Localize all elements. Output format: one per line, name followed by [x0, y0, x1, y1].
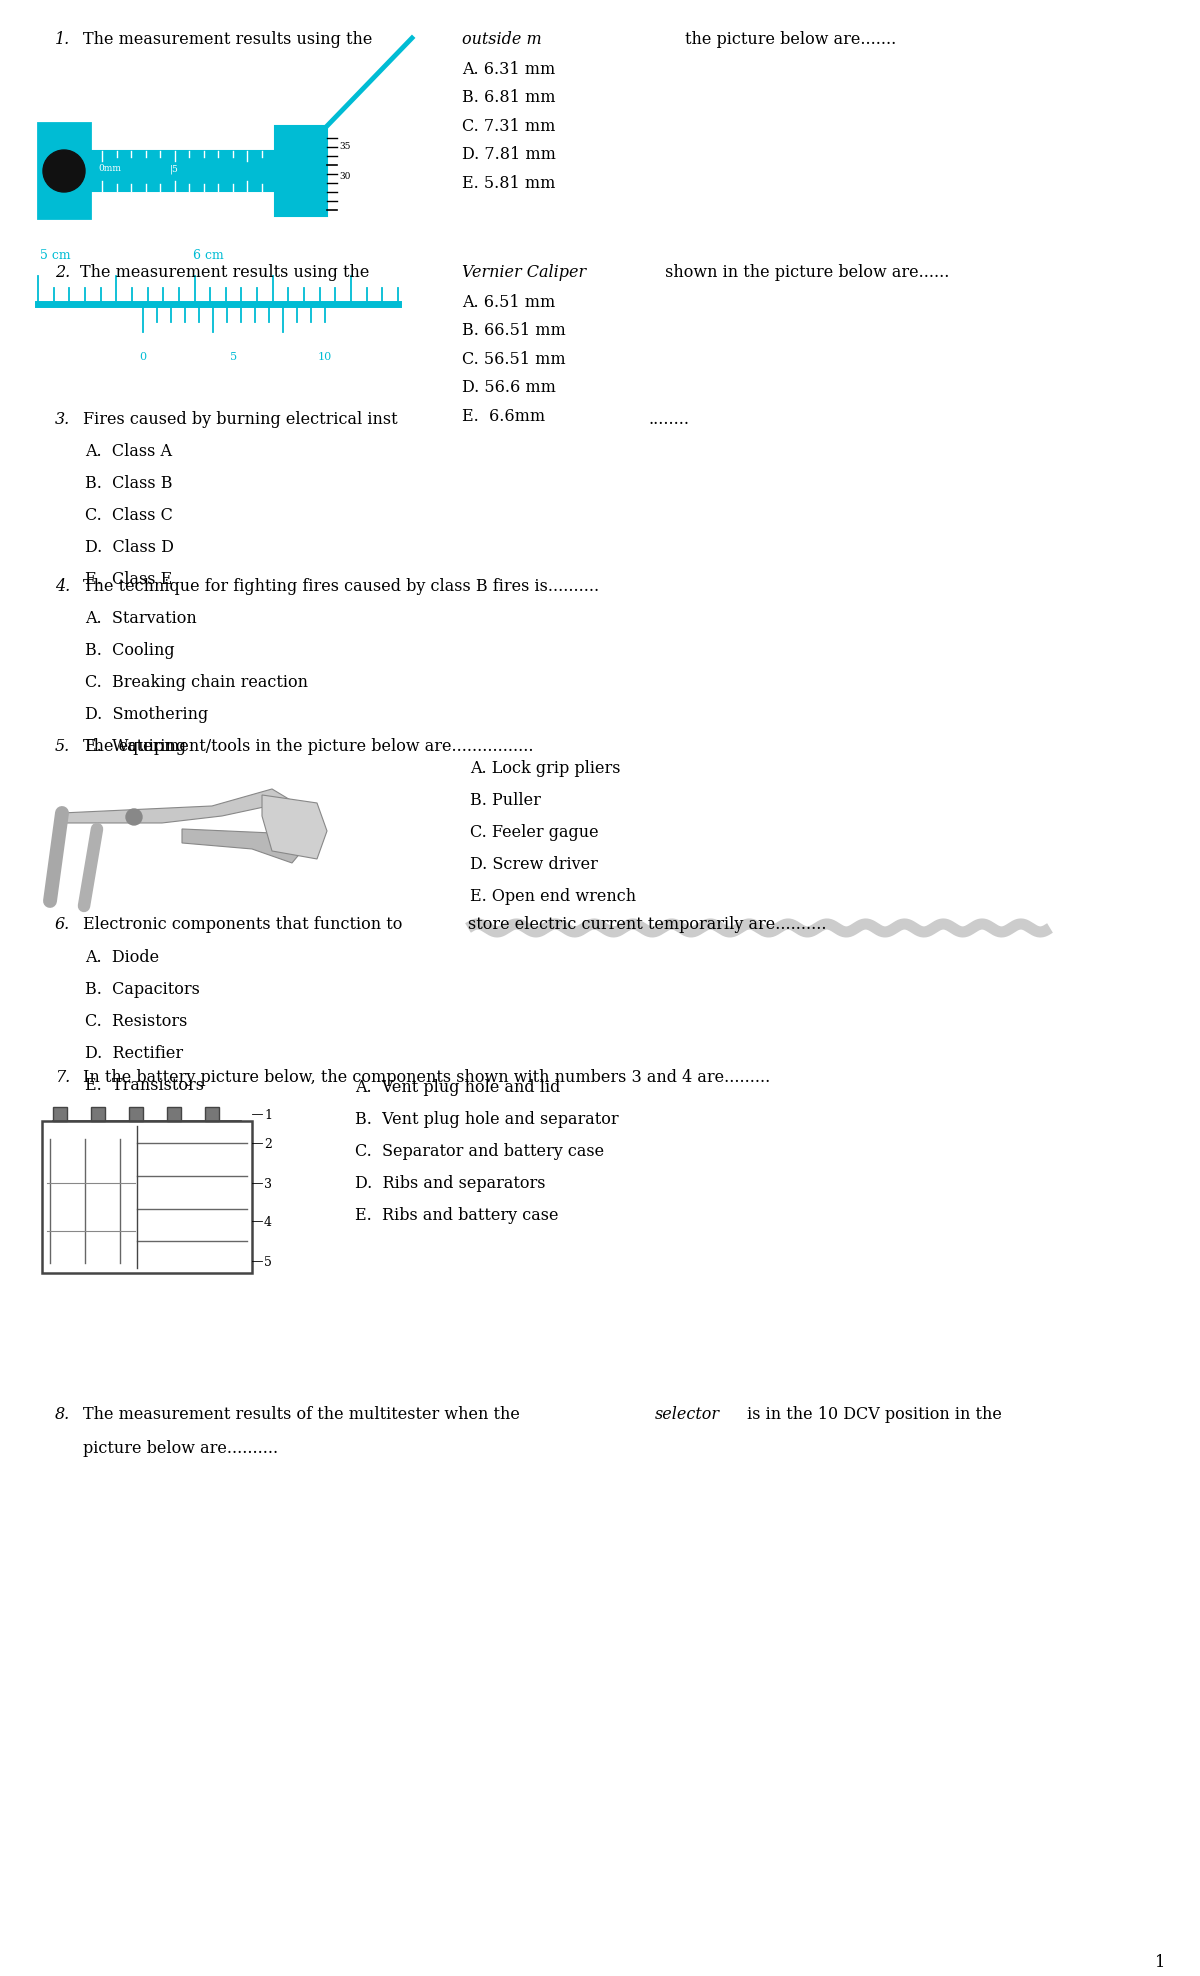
Text: B.  Capacitors: B. Capacitors [85, 980, 200, 998]
Text: B. 66.51 mm: B. 66.51 mm [462, 322, 565, 340]
Bar [167, 1107, 181, 1120]
Text: E.  Watering: E. Watering [85, 737, 186, 755]
Text: 35: 35 [340, 142, 350, 152]
Text: 4.: 4. [55, 579, 71, 595]
Polygon shape [182, 830, 302, 864]
Text: 2.: 2. [55, 265, 71, 281]
Text: C.  Separator and battery case: C. Separator and battery case [355, 1142, 604, 1160]
Text: B.  Cooling: B. Cooling [85, 642, 175, 658]
Text: picture below are..........: picture below are.......... [83, 1441, 278, 1456]
Text: 30: 30 [340, 172, 350, 182]
Text: selector: selector [655, 1407, 720, 1423]
Bar [275, 126, 326, 215]
Text: 1.: 1. [55, 32, 71, 47]
Text: ........: ........ [648, 411, 689, 429]
Text: A.  Diode: A. Diode [85, 948, 160, 966]
Bar [38, 123, 90, 219]
Text: A.  Starvation: A. Starvation [85, 611, 197, 626]
Text: E.  Ribs and battery case: E. Ribs and battery case [355, 1207, 558, 1223]
Text: 6.: 6. [55, 917, 71, 933]
Text: B. 6.81 mm: B. 6.81 mm [462, 89, 556, 107]
Text: The technique for fighting fires caused by class B fires is..........: The technique for fighting fires caused … [83, 579, 599, 595]
Circle shape [43, 150, 85, 192]
Text: The measurement results using the: The measurement results using the [80, 265, 374, 281]
Text: D. 56.6 mm: D. 56.6 mm [462, 379, 556, 397]
Text: C.  Class C: C. Class C [85, 508, 173, 524]
Text: Electronic components that function to: Electronic components that function to [83, 917, 408, 933]
Text: C.  Resistors: C. Resistors [85, 1014, 187, 1029]
Text: is in the 10 DCV position in the: is in the 10 DCV position in the [742, 1407, 1002, 1423]
Bar [205, 1107, 220, 1120]
Text: 5.: 5. [55, 737, 71, 755]
Text: 6 cm: 6 cm [193, 249, 223, 263]
Text: 5 cm: 5 cm [40, 249, 71, 263]
Bar [90, 150, 275, 192]
Circle shape [126, 808, 142, 824]
Text: 1: 1 [1154, 1954, 1165, 1970]
Text: E.  Class E: E. Class E [85, 571, 173, 589]
Text: the picture below are.......: the picture below are....... [685, 32, 896, 47]
Text: 3: 3 [264, 1178, 272, 1192]
Text: B.  Vent plug hole and separator: B. Vent plug hole and separator [355, 1111, 619, 1128]
Bar [42, 1120, 252, 1273]
Text: In the battery picture below, the components shown with numbers 3 and 4 are.....: In the battery picture below, the compon… [83, 1069, 770, 1087]
Text: C.  Breaking chain reaction: C. Breaking chain reaction [85, 674, 308, 692]
Text: D. 7.81 mm: D. 7.81 mm [462, 146, 556, 164]
Text: D. Screw driver: D. Screw driver [470, 856, 598, 873]
Text: D.  Class D: D. Class D [85, 539, 174, 555]
Text: Fires caused by burning electrical inst: Fires caused by burning electrical inst [83, 411, 397, 429]
Text: E.  6.6mm: E. 6.6mm [462, 407, 545, 425]
Text: C. 7.31 mm: C. 7.31 mm [462, 119, 556, 134]
Text: D.  Ribs and separators: D. Ribs and separators [355, 1176, 546, 1192]
Text: 3.: 3. [55, 411, 71, 429]
Text: E.  Transistors: E. Transistors [85, 1077, 204, 1095]
Text: B.  Class B: B. Class B [85, 474, 173, 492]
Text: outside m: outside m [462, 32, 541, 47]
Polygon shape [262, 794, 326, 860]
Text: The equipment/tools in the picture below are................: The equipment/tools in the picture below… [83, 737, 534, 755]
Text: 7.: 7. [55, 1069, 71, 1087]
Text: D.  Rectifier: D. Rectifier [85, 1045, 184, 1061]
Text: A. Lock grip pliers: A. Lock grip pliers [470, 761, 620, 777]
Text: store electric current temporarily are..........: store electric current temporarily are..… [468, 917, 827, 933]
Text: E. Open end wrench: E. Open end wrench [470, 887, 636, 905]
Text: A. 6.31 mm: A. 6.31 mm [462, 61, 556, 77]
Text: 0: 0 [139, 352, 146, 362]
Bar [53, 1107, 67, 1120]
Text: A.  Vent plug hole and lid: A. Vent plug hole and lid [355, 1079, 560, 1097]
Polygon shape [62, 788, 292, 822]
Text: Vernier Caliper: Vernier Caliper [462, 265, 586, 281]
Text: |5: |5 [170, 164, 179, 174]
Text: A.  Class A: A. Class A [85, 443, 172, 460]
Text: D.  Smothering: D. Smothering [85, 705, 209, 723]
Text: 10: 10 [318, 352, 332, 362]
Text: The measurement results using the: The measurement results using the [83, 32, 378, 47]
Text: 5: 5 [230, 352, 238, 362]
Bar [128, 1107, 143, 1120]
Text: B. Puller: B. Puller [470, 792, 541, 808]
Text: C. Feeler gague: C. Feeler gague [470, 824, 599, 842]
Text: 1: 1 [264, 1109, 272, 1122]
Text: 5: 5 [264, 1257, 272, 1269]
Text: 2: 2 [264, 1138, 272, 1150]
Text: 4: 4 [264, 1215, 272, 1229]
Text: E. 5.81 mm: E. 5.81 mm [462, 176, 556, 192]
Bar [91, 1107, 104, 1120]
Text: C. 56.51 mm: C. 56.51 mm [462, 352, 565, 368]
Text: The measurement results of the multitester when the: The measurement results of the multitest… [83, 1407, 526, 1423]
Text: A. 6.51 mm: A. 6.51 mm [462, 294, 556, 310]
Text: 8.: 8. [55, 1407, 71, 1423]
Text: 0mm: 0mm [98, 164, 121, 174]
Text: shown in the picture below are......: shown in the picture below are...... [660, 265, 949, 281]
